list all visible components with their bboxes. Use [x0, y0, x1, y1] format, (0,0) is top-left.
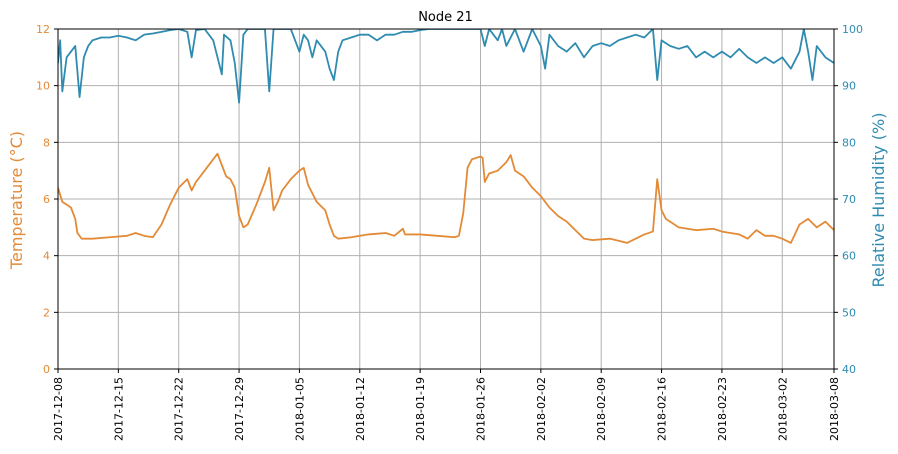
y-left-tick-label: 2: [43, 306, 50, 319]
y-right-tick-label: 80: [842, 136, 856, 149]
x-tick-label: 2017-12-29: [233, 377, 246, 441]
x-tick-label: 2018-01-26: [474, 377, 487, 441]
y-left-tick-label: 6: [43, 193, 50, 206]
temperature-series-line: [58, 152, 834, 244]
axes-layer: 0 2 4 6 8 10 12 40 50 60 70 80 90 100 2017-12-08 2017-1…: [36, 23, 863, 441]
y-axis-left-label: Temperature (°C): [7, 131, 26, 270]
x-tick-label: 2018-02-16: [656, 377, 669, 441]
y-right-tick-label: 50: [842, 306, 856, 319]
x-tick-label: 2018-03-08: [828, 377, 841, 441]
y-left-tick-label: 0: [43, 363, 50, 376]
x-tick-label: 2018-02-02: [535, 377, 548, 441]
x-tick-label: 2017-12-08: [52, 377, 65, 441]
series-layer: [58, 29, 834, 244]
y-left-tick-label: 10: [36, 80, 50, 93]
y-left-tick-label: 8: [43, 136, 50, 149]
x-tick-label: 2017-12-15: [112, 377, 125, 441]
x-tick-label: 2018-02-23: [716, 377, 729, 441]
chart-title: Node 21: [418, 10, 473, 25]
y-right-tick-label: 100: [842, 23, 863, 36]
y-axis-right-label: Relative Humidity (%): [869, 113, 888, 288]
x-tick-label: 2018-01-19: [414, 377, 427, 441]
y-right-tick-label: 60: [842, 250, 856, 263]
y-right-tick-label: 40: [842, 363, 856, 376]
humidity-series-line: [58, 29, 834, 104]
grid-layer: [57, 28, 835, 370]
y-right-tick-label: 70: [842, 193, 856, 206]
x-tick-label: 2018-03-02: [776, 377, 789, 441]
y-left-tick-label: 4: [43, 250, 50, 263]
x-tick-label: 2018-01-05: [293, 377, 306, 441]
x-tick-label: 2018-02-09: [595, 377, 608, 441]
y-right-tick-label: 90: [842, 80, 856, 93]
x-tick-label: 2017-12-22: [173, 377, 186, 441]
y-left-tick-label: 12: [36, 23, 50, 36]
x-tick-label: 2018-01-12: [354, 377, 367, 441]
